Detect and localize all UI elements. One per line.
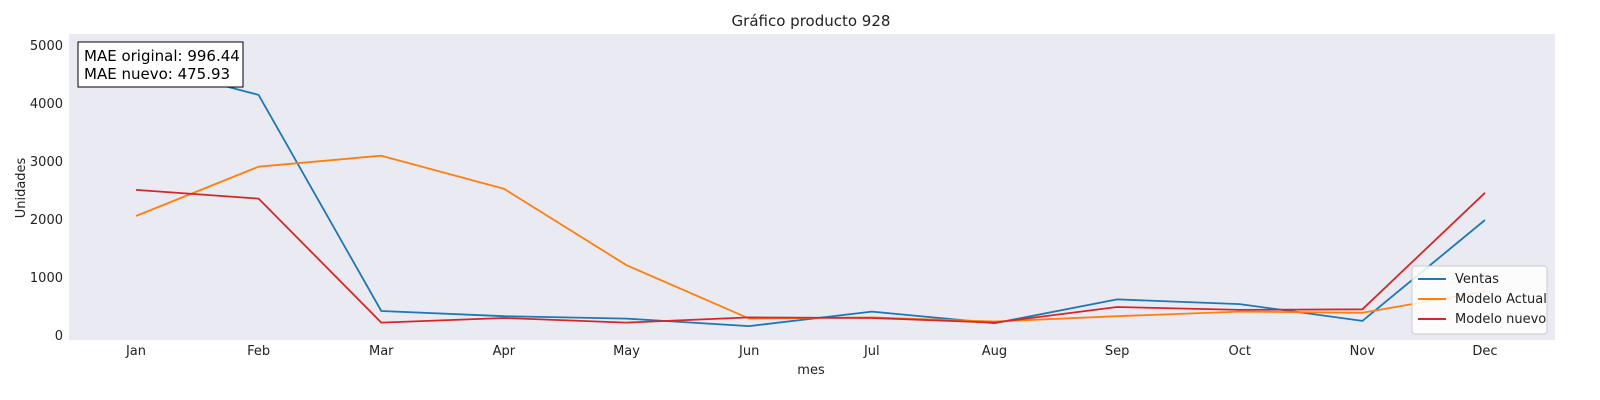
y-tick-label: 2000 <box>30 213 63 228</box>
mae-nuevo-text: MAE nuevo: 475.93 <box>84 65 230 83</box>
legend-label-modelo-nuevo: Modelo nuevo <box>1455 312 1546 327</box>
legend-box <box>1411 265 1548 335</box>
mae-annotation: MAE original: 996.44 MAE nuevo: 475.93 <box>77 41 244 88</box>
x-tick-label: Oct <box>1228 344 1250 359</box>
legend: Ventas Modelo Actual Modelo nuevo <box>1411 265 1548 335</box>
chart-title: Gráfico producto 928 <box>732 12 891 30</box>
x-tick-label: Mar <box>369 344 394 359</box>
x-tick-label: Jul <box>863 344 880 359</box>
x-tick-label: Dec <box>1472 344 1497 359</box>
mae-annotation-box <box>77 41 244 88</box>
y-axis-label: Unidades <box>14 157 29 218</box>
x-tick-label: Nov <box>1350 344 1376 359</box>
x-axis-label: mes <box>797 363 825 378</box>
legend-label-modelo-actual: Modelo Actual <box>1455 292 1547 307</box>
x-tick-label: May <box>613 344 640 359</box>
plot-area <box>69 34 1555 340</box>
y-tick-label: 4000 <box>30 97 63 112</box>
y-tick-label: 0 <box>55 329 63 344</box>
x-tick-label: Feb <box>247 344 270 359</box>
y-tick-label: 5000 <box>30 39 63 54</box>
x-tick-label: Apr <box>493 344 516 359</box>
y-tick-label: 3000 <box>30 155 63 170</box>
x-tick-label: Jun <box>738 344 759 359</box>
y-tick-labels: 0 1000 2000 3000 4000 5000 <box>30 39 63 344</box>
mae-original-text: MAE original: 996.44 <box>84 47 240 65</box>
x-tick-labels: Jan Feb Mar Apr May Jun Jul Aug Sep Oct Nov Dec <box>125 344 1498 359</box>
x-tick-label: Jan <box>125 344 146 359</box>
x-tick-label: Aug <box>982 344 1007 359</box>
x-tick-label: Sep <box>1105 344 1130 359</box>
series-line-modelo-nuevo <box>135 189 1486 324</box>
plot-lines <box>135 62 1486 328</box>
legend-label-ventas: Ventas <box>1455 272 1499 287</box>
y-tick-label: 1000 <box>30 271 63 286</box>
